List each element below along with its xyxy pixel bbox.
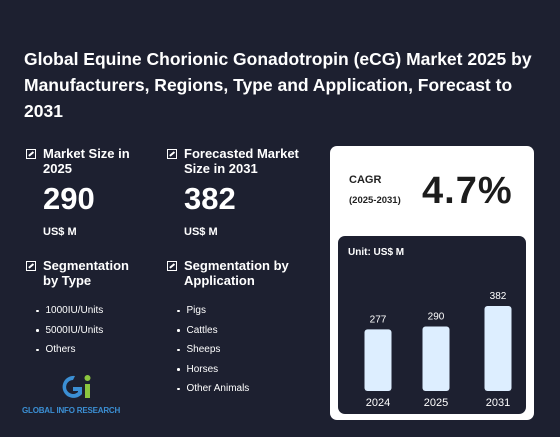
trend-icon (26, 149, 36, 159)
cagr-label: CAGR (349, 174, 382, 186)
list-item: Cattles (177, 321, 294, 341)
list-item: Horses (177, 360, 294, 380)
market-size-value: 290 (43, 181, 95, 216)
list-item: 1000IU/Units (36, 301, 143, 321)
trend-icon (167, 261, 177, 271)
market-size-block: Market Size in 2025 290 US$ M (26, 146, 143, 238)
trend-icon (26, 261, 36, 271)
forecast-block: Forecasted Market Size in 2031 382 US$ M (167, 146, 314, 238)
data-label: 382 (490, 291, 507, 302)
bar-2024 (364, 329, 392, 391)
category-label: 2024 (366, 397, 390, 409)
category-label: 2031 (486, 397, 510, 409)
cagr-value: 4.7% (422, 170, 513, 212)
chart-panel: Unit: US$ M 277 2024 290 2025 382 2031 (338, 236, 526, 414)
forecast-unit: US$ M (184, 226, 218, 238)
company-logo: GLOBAL INFO RESEARCH (22, 372, 142, 416)
logo-mark-icon (62, 375, 91, 398)
type-list: 1000IU/Units 5000IU/Units Others (36, 301, 143, 360)
bar-chart: 277 2024 290 2025 382 2031 (364, 291, 512, 409)
cagr-years: (2025-2031) (349, 195, 401, 206)
category-label: 2025 (424, 397, 448, 409)
list-item: Sheeps (177, 340, 294, 360)
bar-2025 (422, 326, 450, 391)
list-item: Other Animals (177, 379, 294, 399)
data-label: 277 (370, 314, 387, 325)
bar-2031 (484, 306, 512, 391)
market-size-unit: US$ M (43, 226, 77, 238)
list-item: Others (36, 340, 143, 360)
cagr-card: CAGR (2025-2031) 4.7% Unit: US$ M 277 202… (330, 146, 534, 420)
forecast-label: Forecasted Market Size in 2031 (184, 146, 299, 176)
logo-text: GLOBAL INFO RESEARCH (22, 406, 121, 415)
page-title: Global Equine Chorionic Gonadotropin (eC… (24, 49, 532, 121)
chart-unit-label: Unit: US$ M (348, 247, 405, 258)
trend-icon (167, 149, 177, 159)
segmentation-type-label: Segmentation by Type (43, 258, 129, 288)
application-list: Pigs Cattles Sheeps Horses Other Animals (177, 301, 294, 399)
segmentation-application-block: Segmentation by Application Pigs Cattles… (167, 258, 294, 399)
list-item: 5000IU/Units (36, 321, 143, 341)
segmentation-type-block: Segmentation by Type 1000IU/Units 5000IU… (26, 258, 143, 360)
list-item: Pigs (177, 301, 294, 321)
data-label: 290 (428, 311, 445, 322)
segmentation-application-label: Segmentation by Application (184, 258, 289, 288)
market-size-label: Market Size in 2025 (43, 146, 130, 176)
forecast-value: 382 (184, 181, 236, 216)
